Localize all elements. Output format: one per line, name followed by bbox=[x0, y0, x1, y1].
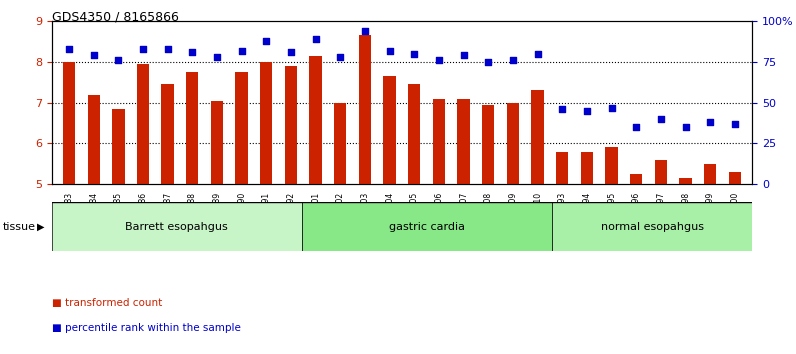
Bar bbox=[52, 202, 302, 251]
Bar bbox=[112, 109, 124, 184]
Bar bbox=[729, 172, 741, 184]
Bar bbox=[88, 95, 100, 184]
Text: ■ transformed count: ■ transformed count bbox=[52, 298, 162, 308]
Point bbox=[186, 49, 199, 55]
Point bbox=[556, 106, 568, 112]
Point bbox=[211, 54, 224, 60]
Bar bbox=[655, 160, 667, 184]
Bar bbox=[359, 35, 371, 184]
Text: normal esopahgus: normal esopahgus bbox=[601, 222, 704, 232]
Bar bbox=[552, 202, 752, 251]
Point bbox=[457, 53, 470, 58]
Point bbox=[408, 51, 420, 57]
Text: GDS4350 / 8165866: GDS4350 / 8165866 bbox=[52, 11, 178, 24]
Point bbox=[506, 57, 519, 63]
Bar bbox=[433, 99, 445, 184]
Bar bbox=[260, 62, 272, 184]
Point bbox=[285, 49, 298, 55]
Bar bbox=[236, 72, 248, 184]
Bar bbox=[680, 178, 692, 184]
Point bbox=[384, 48, 396, 53]
Bar bbox=[186, 72, 198, 184]
Point bbox=[531, 51, 544, 57]
Bar bbox=[211, 101, 223, 184]
Bar bbox=[302, 202, 552, 251]
Point bbox=[679, 124, 692, 130]
Point bbox=[432, 57, 445, 63]
Bar bbox=[606, 147, 618, 184]
Bar bbox=[507, 103, 519, 184]
Text: ▶: ▶ bbox=[37, 222, 44, 232]
Bar bbox=[482, 105, 494, 184]
Bar bbox=[334, 103, 346, 184]
Point bbox=[482, 59, 494, 65]
Text: gastric cardia: gastric cardia bbox=[389, 222, 465, 232]
Bar bbox=[384, 76, 396, 184]
Bar bbox=[556, 152, 568, 184]
Bar bbox=[285, 66, 297, 184]
Point bbox=[162, 46, 174, 52]
Point bbox=[137, 46, 150, 52]
Point bbox=[112, 57, 125, 63]
Point bbox=[630, 124, 642, 130]
Point bbox=[605, 105, 618, 110]
Point bbox=[359, 28, 372, 34]
Point bbox=[704, 119, 716, 125]
Bar bbox=[704, 164, 716, 184]
Point bbox=[310, 36, 322, 42]
Point bbox=[580, 108, 593, 114]
Text: Barrett esopahgus: Barrett esopahgus bbox=[126, 222, 228, 232]
Text: tissue: tissue bbox=[3, 222, 36, 232]
Text: ■ percentile rank within the sample: ■ percentile rank within the sample bbox=[52, 323, 240, 333]
Point bbox=[334, 54, 347, 60]
Bar bbox=[63, 62, 75, 184]
Point bbox=[236, 48, 248, 53]
Bar bbox=[162, 84, 174, 184]
Bar bbox=[630, 174, 642, 184]
Bar bbox=[581, 152, 593, 184]
Point bbox=[654, 116, 667, 122]
Bar bbox=[458, 99, 470, 184]
Bar bbox=[532, 91, 544, 184]
Bar bbox=[137, 64, 149, 184]
Bar bbox=[408, 84, 420, 184]
Bar bbox=[310, 56, 322, 184]
Point bbox=[260, 38, 273, 44]
Point bbox=[728, 121, 741, 127]
Point bbox=[63, 46, 76, 52]
Point bbox=[88, 53, 100, 58]
